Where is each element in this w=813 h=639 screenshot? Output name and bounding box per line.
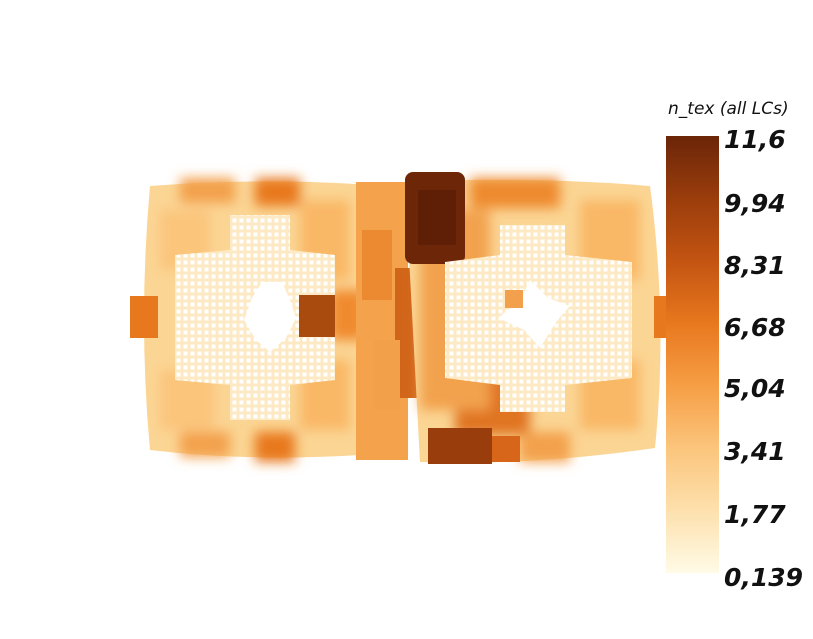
legend-tick-6: 1,77	[724, 500, 786, 529]
right-hotspot-bottom-mid	[492, 436, 520, 462]
right-hotspot-bottom	[520, 432, 570, 462]
left-hotspot-bottom	[255, 432, 295, 462]
colorbar	[666, 136, 719, 573]
left-hotspot-top2	[255, 178, 300, 206]
right-hole	[498, 280, 570, 348]
legend-tick-5: 3,41	[724, 437, 786, 466]
right-block	[405, 172, 668, 464]
right-edge-marker	[654, 296, 668, 338]
legend-tick-0: 11,6	[724, 125, 786, 154]
left-hole	[244, 282, 296, 352]
legend-tick-1: 9,94	[724, 189, 786, 218]
left-hotspot-top	[180, 178, 235, 203]
right-hotspot-top	[470, 178, 560, 208]
legend-tick-3: 6,68	[724, 313, 786, 342]
right-mesh-marker	[505, 290, 523, 308]
right-peak-inner	[418, 190, 456, 245]
legend-tick-4: 5,04	[724, 374, 786, 403]
left-edge-marker-left	[130, 296, 158, 338]
legend-title: n_tex (all LCs)	[668, 99, 789, 119]
left-dark-square	[299, 295, 335, 337]
left-block	[130, 178, 365, 462]
legend-tick-7: 0,139	[724, 563, 804, 592]
right-hotspot-bottom-dark	[428, 428, 492, 464]
legend-tick-2: 8,31	[724, 251, 786, 280]
left-hotspot-bottom2	[180, 432, 230, 457]
